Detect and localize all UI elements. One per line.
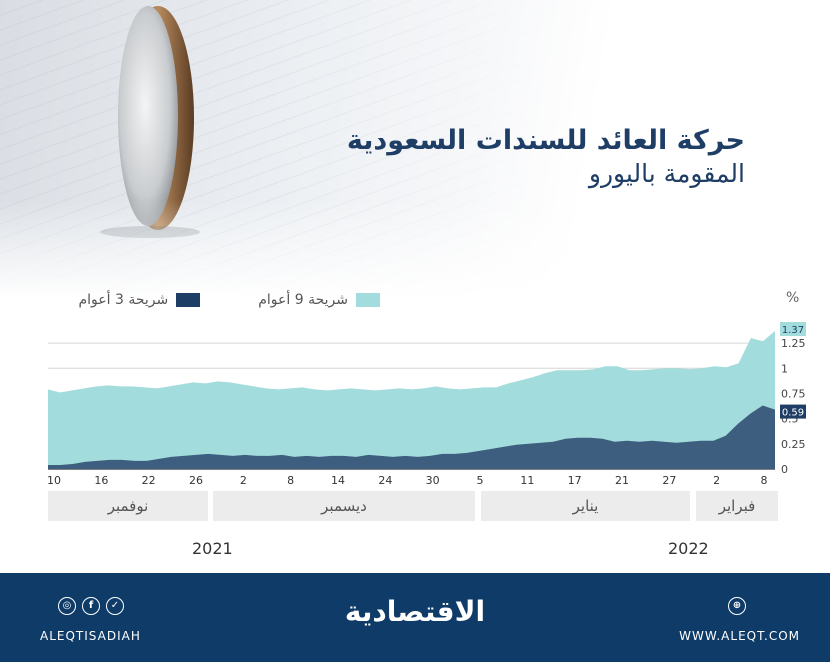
x-tick-label: 14: [331, 474, 345, 487]
legend-swatch-3y: [176, 293, 201, 307]
month-label-november: نوفمبر: [48, 491, 208, 521]
legend-item-3y: شريحة 3 أعوام: [78, 292, 201, 308]
end-label-bg-3y: [780, 404, 806, 419]
title-line-1: حركة العائد للسندات السعودية: [346, 125, 745, 156]
y-tick-label: 0: [781, 463, 788, 476]
x-tick-label: 30: [426, 474, 440, 487]
social-handle[interactable]: ALEQTISADIAH: [40, 629, 141, 643]
hero-background: [0, 0, 830, 310]
brand-logo: الاقتصادية: [344, 595, 486, 628]
year-label-2022: 2022: [668, 539, 709, 558]
x-tick-label: 26: [189, 474, 203, 487]
legend-label-3y: شريحة 3 أعوام: [78, 292, 169, 308]
x-tick-label: 2: [713, 474, 720, 487]
x-tick-label: 5: [477, 474, 484, 487]
legend-label-9y: شريحة 9 أعوام: [258, 292, 348, 308]
website-link[interactable]: WWW.ALEQT.COM: [679, 629, 800, 643]
facebook-icon[interactable]: f: [82, 597, 100, 615]
x-tick-label: 16: [94, 474, 108, 487]
globe-icon[interactable]: ⊕: [728, 597, 746, 615]
y-tick-label: 0.75: [781, 387, 806, 400]
unit-label: %: [786, 290, 800, 306]
x-tick-label: 10: [47, 474, 61, 487]
x-tick-label: 11: [520, 474, 534, 487]
x-tick-label: 22: [142, 474, 156, 487]
legend-item-9y: شريحة 9 أعوام: [258, 292, 380, 308]
x-tick-label: 21: [615, 474, 629, 487]
x-tick-label: 27: [662, 474, 676, 487]
y-tick-label: 1.25: [781, 337, 806, 350]
series-area-3y: [48, 405, 775, 469]
month-label-january: يناير: [481, 491, 690, 521]
x-tick-label: 8: [287, 474, 294, 487]
x-tick-label: 2: [240, 474, 247, 487]
y-tick-label: 1: [781, 362, 788, 375]
x-tick-label: 8: [761, 474, 768, 487]
hero-fade: [0, 200, 830, 310]
instagram-icon[interactable]: ◎: [58, 597, 76, 615]
x-tick-label: 17: [568, 474, 582, 487]
title-line-2: المقومة باليورو: [588, 159, 745, 188]
month-label-december: ديسمبر: [213, 491, 475, 521]
month-label-february: فبراير: [696, 491, 778, 521]
year-label-2021: 2021: [192, 539, 233, 558]
x-tick-label: 24: [378, 474, 392, 487]
social-icons: ◎ f ✓: [58, 597, 124, 615]
legend-swatch-9y: [356, 293, 380, 307]
end-label-3y: 0.59: [782, 408, 804, 419]
series-area-9y: [48, 331, 775, 469]
footer-bar: ◎ f ✓ ALEQTISADIAH الاقتصادية ⊕ WWW.ALEQ…: [0, 573, 830, 662]
y-tick-label: 0.25: [781, 438, 806, 451]
chart-title: حركة العائد للسندات السعودية المقومة بال…: [347, 124, 745, 190]
legend: شريحة 9 أعوام شريحة 3 أعوام: [50, 290, 380, 310]
end-label-9y: 1.37: [782, 325, 804, 336]
twitter-icon[interactable]: ✓: [106, 597, 124, 615]
end-label-bg-9y: [780, 322, 806, 337]
